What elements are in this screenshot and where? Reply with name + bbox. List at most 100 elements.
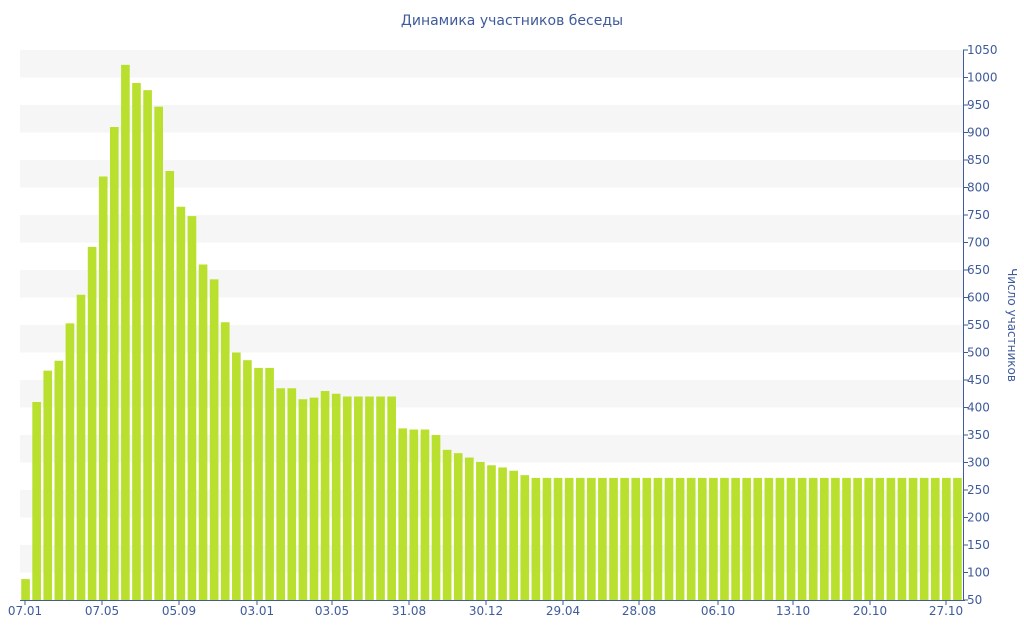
bar [564, 477, 574, 600]
bar [309, 397, 319, 600]
y-tick-label: 250 [967, 483, 990, 497]
bar [686, 477, 696, 600]
bar [43, 370, 53, 600]
bar [864, 477, 874, 600]
bar [886, 477, 896, 600]
bar [953, 477, 962, 600]
y-tick-label: 400 [967, 401, 990, 415]
bar [65, 323, 75, 600]
bar [276, 388, 286, 600]
bar [187, 216, 197, 600]
y-axis-title: Число участников [1005, 268, 1019, 382]
x-tick-label: 29.04 [546, 604, 580, 618]
bar [731, 477, 740, 600]
bar [265, 367, 274, 600]
bar [487, 465, 496, 600]
bar [775, 477, 785, 600]
x-tick-label: 06.10 [701, 604, 735, 618]
y-axis: 50 100 150 200 250 300 350 400 450 500 550 600 650 70… [963, 43, 998, 607]
bar [753, 477, 763, 600]
bar [664, 477, 674, 600]
y-tick-label: 750 [967, 208, 990, 222]
bar [831, 477, 840, 600]
bar [709, 477, 718, 600]
bar [742, 477, 751, 600]
bar [609, 477, 618, 600]
bar [542, 477, 552, 600]
bar [420, 429, 430, 600]
y-tick-label: 550 [967, 318, 990, 332]
bar [21, 579, 30, 600]
bar [442, 449, 452, 600]
bar [587, 477, 596, 600]
bar [842, 477, 851, 600]
bar [54, 360, 64, 600]
x-tick-label: 13.10 [776, 604, 810, 618]
bar [365, 396, 374, 600]
bar [653, 477, 663, 600]
bar [254, 367, 263, 600]
bar [132, 83, 141, 600]
bar [631, 477, 641, 600]
bar [808, 477, 818, 600]
x-tick-label: 05.09 [162, 604, 196, 618]
bar [431, 435, 441, 600]
x-axis: 07.01 07.05 05.09 03.01 03.05 31.08 30.12 29.04… [8, 600, 965, 618]
bar [575, 477, 585, 600]
bar [143, 90, 152, 601]
bar [697, 477, 707, 600]
bar [342, 396, 352, 600]
bar [398, 428, 408, 600]
y-tick-label: 600 [967, 291, 990, 305]
bar [675, 477, 685, 600]
y-tick-label: 450 [967, 373, 990, 387]
bar [243, 360, 252, 600]
y-tick-label: 1050 [967, 43, 998, 57]
bar [453, 453, 463, 600]
x-tick-label: 03.01 [240, 604, 274, 618]
y-tick-label: 800 [967, 181, 990, 195]
bar [720, 477, 729, 600]
x-tick-label: 28.08 [622, 604, 656, 618]
bar [32, 402, 41, 600]
bar [220, 322, 230, 600]
x-tick-label: 07.05 [85, 604, 119, 618]
bar [797, 477, 807, 600]
grid-band [20, 105, 963, 133]
bar [320, 391, 330, 600]
bar [354, 396, 363, 600]
bar [598, 477, 607, 600]
x-tick-label: 30.12 [469, 604, 503, 618]
bar [76, 294, 86, 600]
bar [853, 477, 862, 600]
bar [764, 477, 774, 600]
x-tick-label: 20.10 [853, 604, 887, 618]
bar [98, 176, 108, 600]
x-tick-label: 03.05 [315, 604, 349, 618]
y-tick-label: 100 [967, 566, 990, 580]
bar [87, 246, 97, 600]
bar [298, 399, 308, 600]
bar [154, 106, 163, 601]
bar [121, 64, 130, 601]
y-tick-label: 500 [967, 346, 990, 360]
bar [376, 396, 385, 600]
bar [109, 127, 119, 600]
bar [387, 396, 396, 600]
bar [919, 477, 929, 600]
bar [908, 477, 918, 600]
x-tick-label: 31.08 [392, 604, 426, 618]
y-tick-label: 1000 [967, 71, 998, 85]
bar [287, 388, 297, 600]
y-tick-label: 650 [967, 263, 990, 277]
bar [165, 171, 175, 600]
y-tick-label: 950 [967, 98, 990, 112]
grid-band [20, 160, 963, 188]
bar [209, 279, 219, 600]
x-tick-label: 07.01 [8, 604, 42, 618]
y-tick-label: 50 [967, 593, 982, 607]
bar [897, 477, 907, 600]
bar [620, 477, 629, 600]
bar [820, 477, 829, 600]
